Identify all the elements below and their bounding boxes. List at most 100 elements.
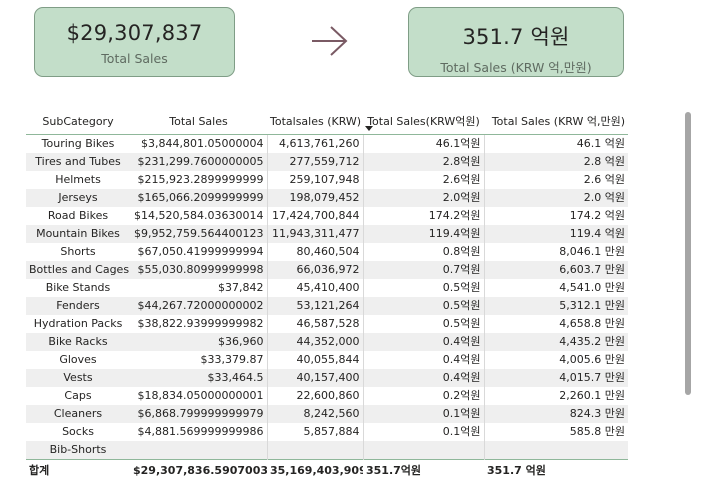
header-totalsales-krw[interactable]: Totalsales (KRW) [267,108,363,135]
krw-eok-cell: 0.5억원 [362,297,484,315]
header-total-sales[interactable]: Total Sales [130,108,267,135]
sort-descending-icon[interactable] [365,126,373,131]
krw-sales-label: Total Sales (KRW 억,만원) [440,60,592,75]
header-total-sales-krw-eok[interactable]: Total Sales(KRW억원) [363,108,484,135]
table-row[interactable]: Tires and Tubes $231,299.7600000005 277,55… [26,153,628,171]
krw-eok-man-cell: 8,046.1 만원 [483,243,628,261]
table-row[interactable]: Mountain Bikes $9,952,759.564400123 11,943… [26,225,628,243]
total-sales-cell: $3,844,801.05000004 [141,137,264,150]
table-row[interactable]: Vests $33,464.5 40,157,400 0.4억원 4,015.7 만원 [26,369,628,387]
total-krw-cell: 35,169,403,909 [267,459,363,482]
krw-cell: 44,352,000 [266,333,363,351]
krw-eok-man-cell: 2,260.1 만원 [483,387,628,405]
total-sales-cell: $36,960 [130,333,267,351]
total-krw-eok-cell: 351.7억원 [363,459,484,482]
vertical-scrollbar[interactable] [685,112,691,395]
subcategory-cell: Bike Racks [26,333,130,351]
arrow-right-icon [312,26,348,56]
table-row[interactable]: Caps $18,834.05000000001 22,600,860 0.2억원 2,… [26,387,628,405]
krw-eok-cell: 174.2억원 [362,207,484,225]
total-sales-cell: $4,881.569999999986 [137,425,264,438]
total-sales-card: $29,307,837 Total Sales [34,7,235,77]
table-row[interactable]: Hydration Packs $38,822.93999999982 46,587… [26,315,628,333]
krw-eok-man-cell: 4,435.2 만원 [483,333,628,351]
sales-table: SubCategory Total Sales Totalsales (KRW)… [26,108,628,482]
krw-eok-cell: 46.1억원 [362,134,484,153]
total-sales-label: Total Sales [101,51,168,66]
total-sales-cell: $165,066.2099999999 [130,189,267,207]
total-sales-cell: $231,299.7600000005 [130,153,267,171]
krw-eok-cell: 2.8억원 [362,153,484,171]
total-sales-cell: $14,520,584.03630014 [134,209,264,222]
krw-cell: 11,943,311,477 [266,225,363,243]
krw-eok-man-cell: 174.2 억원 [483,207,628,225]
krw-cell: 66,036,972 [266,261,363,279]
krw-eok-cell [362,441,484,460]
krw-eok-cell: 0.1억원 [362,405,484,423]
krw-eok-man-cell: 2.6 억원 [483,171,628,189]
table-row[interactable]: Helmets $215,923.2899999999 259,107,948 2.6… [26,171,628,189]
subcategory-cell: Fenders [26,297,130,315]
krw-cell: 259,107,948 [266,171,363,189]
subcategory-cell: Helmets [55,173,101,186]
krw-eok-man-cell: 5,312.1 만원 [483,297,628,315]
table-row[interactable]: Bib-Shorts [26,441,628,460]
total-sales-cell: $55,030.80999999998 [130,261,267,279]
total-sales-cell: $33,379.87 [200,353,264,366]
krw-eok-man-cell: 119.4 억원 [483,225,628,243]
header-subcategory[interactable]: SubCategory [26,108,130,135]
table-row[interactable]: Socks $4,881.569999999986 5,857,884 0.1억원 58… [26,423,628,441]
krw-cell: 17,424,700,844 [266,207,363,225]
header-total-sales-krw-eok-man[interactable]: Total Sales (KRW 억,만원) [484,108,628,135]
total-sales-cell: $37,842 [218,281,264,294]
table-row[interactable]: Gloves $33,379.87 40,055,844 0.4억원 4,005.6 만… [26,351,628,369]
subcategory-cell: Gloves [59,353,97,366]
krw-eok-man-cell: 4,015.7 만원 [483,369,628,387]
subcategory-cell: Touring Bikes [41,137,115,150]
total-sales-cell: $44,267.72000000002 [130,297,267,315]
krw-cell: 46,587,528 [266,315,363,333]
krw-sales-value: 351.7 억원 [462,25,570,49]
krw-cell: 8,242,560 [266,405,363,423]
krw-eok-cell: 119.4억원 [362,225,484,243]
total-sales-cell: $9,952,759.564400123 [130,225,267,243]
subcategory-cell: Shorts [60,245,96,258]
krw-cell: 40,055,844 [266,351,363,369]
krw-eok-man-cell: 4,541.0 만원 [483,279,628,297]
krw-cell: 40,157,400 [266,369,363,387]
krw-eok-man-cell: 585.8 만원 [483,423,628,441]
subcategory-cell: Bike Stands [45,281,111,294]
krw-eok-man-cell: 4,005.6 만원 [483,351,628,369]
krw-eok-cell: 0.8억원 [362,243,484,261]
table-row[interactable]: Road Bikes $14,520,584.03630014 17,424,700… [26,207,628,225]
table-row[interactable]: Shorts $67,050.41999999994 80,460,504 0.8억원… [26,243,628,261]
table-row[interactable]: Fenders $44,267.72000000002 53,121,264 0.5억… [26,297,628,315]
total-sales-value: $29,307,837 [66,21,203,45]
subcategory-cell: Hydration Packs [33,317,123,330]
krw-eok-man-cell: 46.1 억원 [483,134,628,153]
krw-eok-cell: 0.4억원 [362,351,484,369]
total-label: 합계 [26,459,130,482]
krw-eok-cell: 0.4억원 [362,369,484,387]
subcategory-cell: Caps [64,389,92,402]
krw-eok-cell: 0.7억원 [362,261,484,279]
table-row[interactable]: Bike Stands $37,842 45,410,400 0.5억원 4,541.0… [26,279,628,297]
subcategory-cell: Jerseys [26,189,130,207]
krw-cell: 5,857,884 [266,423,363,441]
subcategory-cell: Road Bikes [47,209,109,222]
total-sales-cell: $33,464.5 [130,369,267,387]
table-row[interactable]: Jerseys $165,066.2099999999 198,079,452 2.0… [26,189,628,207]
krw-cell: 80,460,504 [266,243,363,261]
table-row[interactable]: Bike Racks $36,960 44,352,000 0.4억원 4,435.2 … [26,333,628,351]
total-sales-cell: $215,923.2899999999 [137,173,264,186]
krw-eok-man-cell: 6,603.7 만원 [483,261,628,279]
krw-eok-cell: 2.6억원 [362,171,484,189]
krw-eok-cell: 0.1억원 [362,423,484,441]
table-row[interactable]: Cleaners $6,868.799999999979 8,242,560 0.1억… [26,405,628,423]
krw-cell: 22,600,860 [266,387,363,405]
krw-eok-cell: 2.0억원 [362,189,484,207]
table-row[interactable]: Bottles and Cages $55,030.80999999998 66,0… [26,261,628,279]
table-row[interactable]: Touring Bikes $3,844,801.05000004 4,613,76… [26,134,628,153]
krw-eok-cell: 0.5억원 [362,315,484,333]
subcategory-cell: Bib-Shorts [26,441,130,460]
